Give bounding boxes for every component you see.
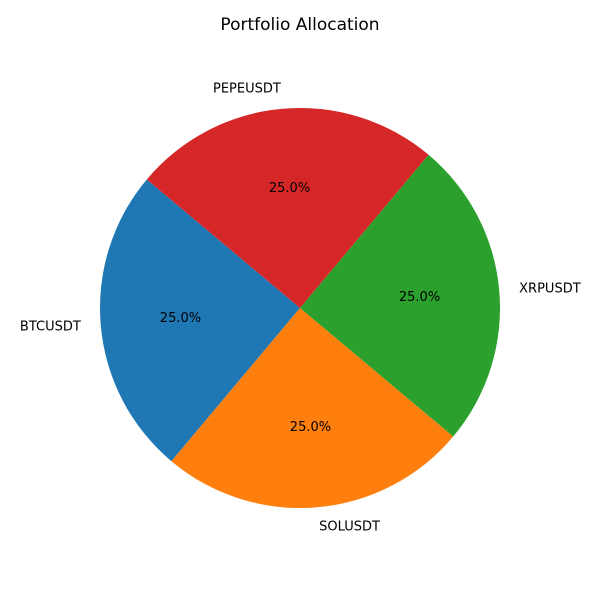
slice-percent-pepeusdt: 25.0% bbox=[269, 181, 310, 196]
slice-label-btcusdt: BTCUSDT bbox=[20, 320, 81, 335]
slice-label-pepeusdt: PEPEUSDT bbox=[213, 81, 281, 96]
slice-percent-solusdt: 25.0% bbox=[290, 420, 331, 435]
slice-percent-xrpusdt: 25.0% bbox=[399, 290, 440, 305]
slice-label-solusdt: SOLUSDT bbox=[319, 520, 380, 535]
slices-layer bbox=[100, 108, 500, 508]
chart-title: Portfolio Allocation bbox=[220, 15, 379, 35]
slice-label-xrpusdt: XRPUSDT bbox=[519, 281, 581, 296]
slice-percent-btcusdt: 25.0% bbox=[160, 311, 201, 326]
